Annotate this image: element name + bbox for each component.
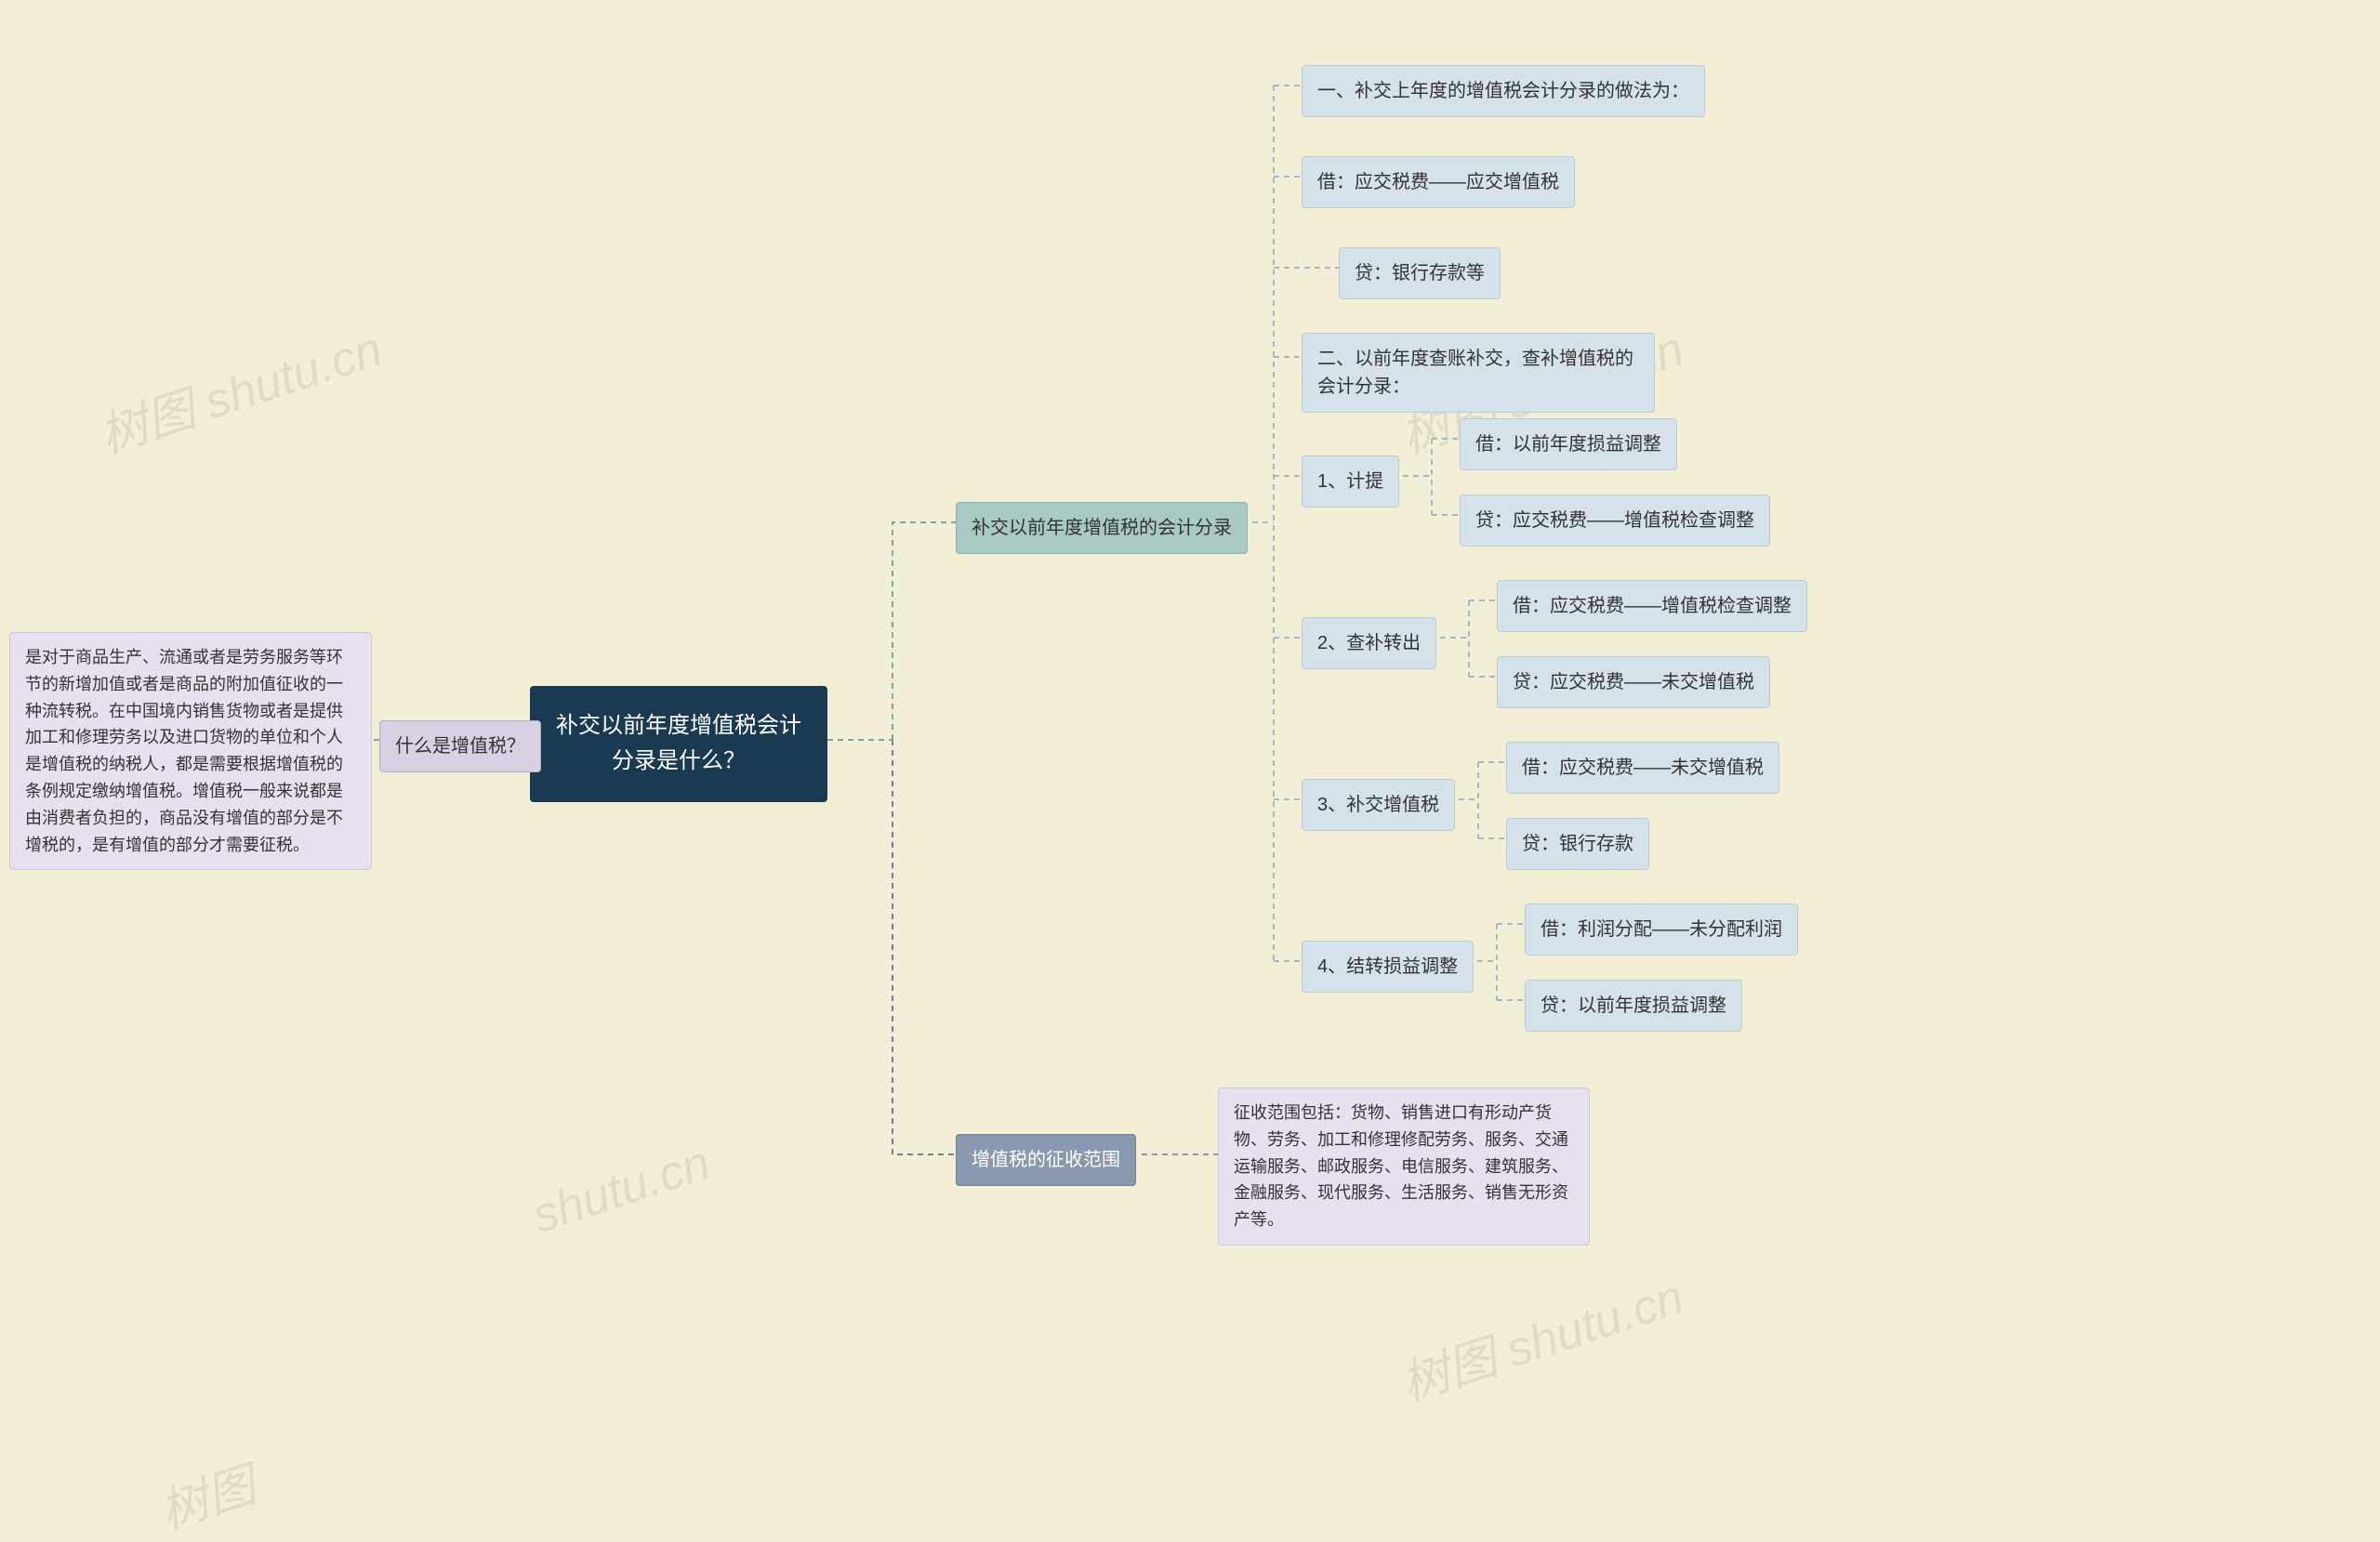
leaf-step-3-credit: 贷：银行存款 — [1506, 818, 1649, 870]
branch-what-is-vat[interactable]: 什么是增值税？ — [379, 720, 541, 772]
branch-tax-scope[interactable]: 增值税的征收范围 — [956, 1134, 1136, 1186]
leaf-step-1-debit: 借：以前年度损益调整 — [1460, 418, 1677, 470]
leaf-step-2-transfer[interactable]: 2、查补转出 — [1302, 617, 1436, 669]
leaf-method-1-title: 一、补交上年度的增值税会计分录的做法为： — [1302, 65, 1705, 117]
watermark: 树图 shutu.cn — [89, 310, 390, 467]
leaf-tax-scope-detail: 征收范围包括：货物、销售进口有形动产货物、劳务、加工和修理修配劳务、服务、交通运… — [1218, 1087, 1590, 1245]
leaf-credit-bank-deposit: 贷：银行存款等 — [1339, 247, 1501, 299]
watermark: shutu.cn — [526, 1135, 717, 1245]
root-node[interactable]: 补交以前年度增值税会计分录是什么？ — [530, 686, 827, 802]
leaf-step-4-credit: 贷：以前年度损益调整 — [1525, 980, 1742, 1032]
leaf-step-1-credit: 贷：应交税费——增值税检查调整 — [1460, 494, 1770, 547]
leaf-step-3-pay[interactable]: 3、补交增值税 — [1302, 779, 1455, 831]
leaf-step-2-credit: 贷：应交税费——未交增值税 — [1497, 656, 1770, 708]
leaf-step-4-carryover[interactable]: 4、结转损益调整 — [1302, 941, 1474, 993]
leaf-debit-tax-payable: 借：应交税费——应交增值税 — [1302, 156, 1575, 208]
leaf-step-4-debit: 借：利润分配——未分配利润 — [1525, 903, 1798, 956]
watermark: 树图 — [150, 1446, 263, 1542]
leaf-vat-definition: 是对于商品生产、流通或者是劳务服务等环节的新增加值或者是商品的附加值征收的一种流… — [9, 632, 372, 870]
leaf-step-1-accrual[interactable]: 1、计提 — [1302, 455, 1399, 507]
watermark: 树图 shutu.cn — [1391, 1258, 1691, 1415]
leaf-step-2-debit: 借：应交税费——增值税检查调整 — [1497, 580, 1807, 632]
leaf-method-2-title: 二、以前年度查账补交，查补增值税的会计分录： — [1302, 333, 1655, 413]
branch-accounting-entries[interactable]: 补交以前年度增值税的会计分录 — [956, 502, 1248, 554]
leaf-step-3-debit: 借：应交税费——未交增值税 — [1506, 742, 1779, 794]
